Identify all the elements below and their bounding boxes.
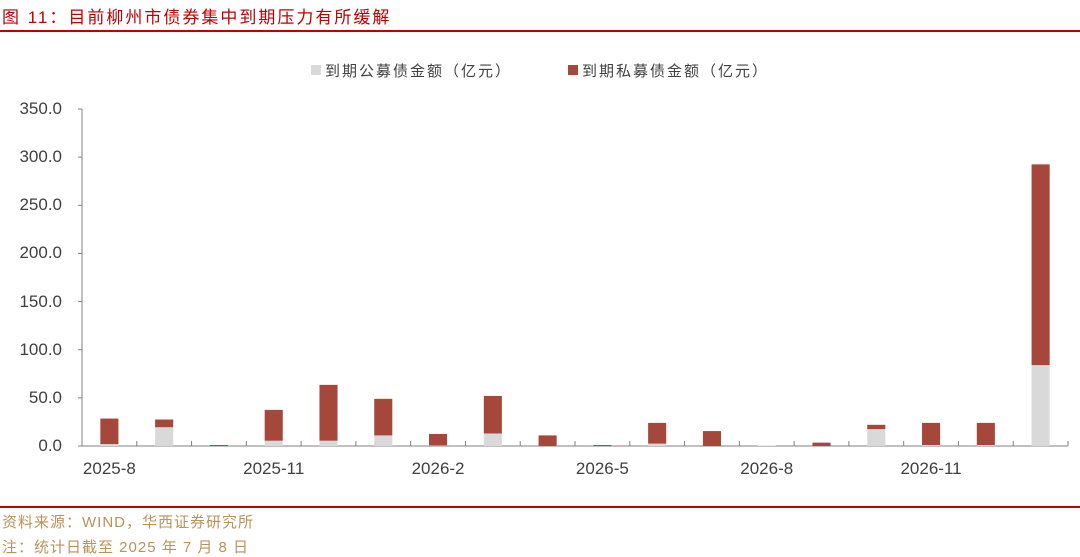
- bar-2026-1: [374, 398, 393, 446]
- bar-segment-private: [319, 384, 338, 441]
- legend-item-public: 到期公募债金额（亿元）: [311, 60, 512, 81]
- y-tick-label: 150.0: [19, 291, 62, 311]
- chart-legend: 到期公募债金额（亿元） 到期私募债金额（亿元）: [0, 60, 1080, 80]
- bar-segment-public: [1031, 365, 1050, 446]
- legend-label-public: 到期公募债金额（亿元）: [325, 63, 513, 80]
- bar-segment-private: [702, 431, 721, 446]
- legend-item-private: 到期私募债金额（亿元）: [568, 60, 769, 81]
- y-tick-label: 200.0: [19, 243, 62, 263]
- bar-segment-private: [483, 395, 502, 434]
- bar-2027-1: [1031, 164, 1050, 446]
- bar-segment-public: [155, 427, 174, 446]
- bar-segment-private: [593, 445, 612, 446]
- y-tick-label: 100.0: [19, 339, 62, 359]
- bar-segment-private: [812, 442, 831, 446]
- legend-label-private: 到期私募债金额（亿元）: [582, 63, 770, 80]
- bar-2026-12: [976, 422, 995, 446]
- bar-2026-3: [483, 395, 502, 446]
- bar-2025-12: [319, 384, 338, 446]
- bottom-divider: [0, 506, 1080, 508]
- bar-2025-10: [209, 445, 228, 446]
- bar-segment-private: [209, 445, 228, 446]
- bar-segment-public: [264, 440, 283, 446]
- footnote: 注：统计日截至 2025 年 7 月 8 日: [2, 539, 250, 556]
- legend-swatch-public: [311, 65, 321, 75]
- bar-segment-private: [155, 419, 174, 428]
- top-divider: [0, 30, 1080, 32]
- bar-segment-public: [374, 435, 393, 446]
- x-tick-label: 2026-11: [900, 459, 962, 478]
- y-tick-label: 350.0: [19, 99, 62, 118]
- y-tick-label: 250.0: [19, 195, 62, 215]
- bar-segment-private: [648, 422, 667, 444]
- bar-segment-private: [867, 424, 886, 430]
- bar-segment-public: [867, 429, 886, 446]
- bar-2025-11: [264, 409, 283, 446]
- bar-segment-private: [429, 433, 448, 446]
- bar-2026-7: [702, 431, 721, 446]
- bar-segment-public: [483, 433, 502, 446]
- bar-segment-private: [538, 435, 557, 446]
- bar-segment-private: [976, 422, 995, 446]
- bar-2026-6: [648, 422, 667, 446]
- bar-segment-public: [648, 443, 667, 446]
- y-tick-label: 50.0: [28, 387, 62, 407]
- bar-segment-public: [100, 444, 119, 446]
- bar-2026-2: [429, 433, 448, 446]
- legend-swatch-private: [568, 65, 578, 75]
- figure-title: 图 11：目前柳州市债券集中到期压力有所缓解: [2, 8, 392, 27]
- bar-segment-public: [976, 445, 995, 446]
- x-tick-label: 2025-8: [82, 459, 136, 478]
- x-tick-label: 2026-2: [411, 459, 465, 478]
- source-note: 资料来源：WIND，华西证券研究所: [2, 514, 254, 531]
- y-tick-label: 0.0: [38, 436, 62, 455]
- bar-2025-9: [155, 419, 174, 446]
- bar-2026-10: [867, 424, 886, 446]
- bar-2025-8: [100, 418, 119, 446]
- bar-2026-11: [922, 422, 941, 446]
- x-tick-label: 2026-5: [575, 459, 629, 478]
- bar-segment-public: [319, 440, 338, 446]
- x-tick-label: 2025-11: [243, 459, 305, 478]
- x-tick-label: 2026-8: [740, 459, 794, 478]
- y-tick-label: 300.0: [19, 147, 62, 167]
- bar-segment-private: [264, 409, 283, 441]
- bar-segment-public: [922, 445, 941, 446]
- bar-segment-private: [100, 418, 119, 445]
- bar-segment-private: [922, 422, 941, 446]
- bar-2026-9: [812, 442, 831, 446]
- bar-segment-private: [1031, 164, 1050, 366]
- bar-2026-4: [538, 435, 557, 446]
- bar-2026-5: [593, 445, 612, 446]
- bar-segment-private: [374, 398, 393, 436]
